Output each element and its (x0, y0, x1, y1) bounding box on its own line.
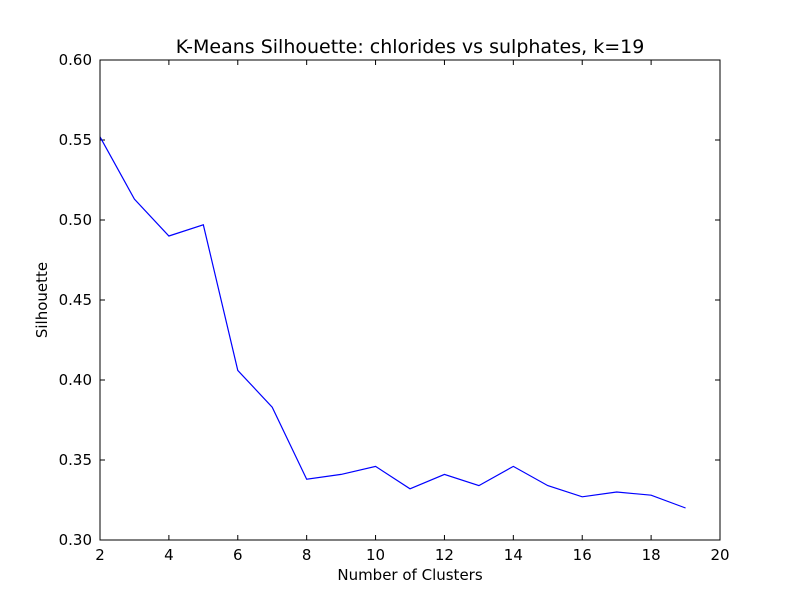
x-tick-label: 18 (642, 546, 661, 564)
y-tick-label: 0.30 (59, 531, 92, 549)
x-tick-label: 10 (366, 546, 385, 564)
x-tick-label: 4 (164, 546, 174, 564)
x-tick-label: 8 (302, 546, 312, 564)
x-tick-label: 20 (710, 546, 729, 564)
x-tick-label: 16 (573, 546, 592, 564)
y-tick-label: 0.40 (59, 371, 92, 389)
series-group (99, 136, 686, 509)
y-tick-label: 0.55 (59, 131, 92, 149)
x-tick-label: 12 (435, 546, 454, 564)
x-tick-label: 6 (233, 546, 243, 564)
plot-area (100, 60, 720, 540)
y-axis-label: Silhouette (33, 262, 51, 338)
tick-labels: 2 4 6 8 10 12 14 16 18 20 0.30 0.35 0.40 0.45 0.50 0.55… (59, 51, 730, 564)
axis-ticks (99, 59, 721, 541)
x-axis-label: Number of Clusters (337, 566, 482, 584)
x-tick-label: 2 (95, 546, 105, 564)
y-tick-label: 0.45 (59, 291, 92, 309)
y-tick-label: 0.60 (59, 51, 92, 69)
series-line (99, 136, 686, 509)
y-tick-label: 0.50 (59, 211, 92, 229)
plot-frame (99, 59, 721, 541)
x-tick-label: 14 (504, 546, 523, 564)
y-tick-label: 0.35 (59, 451, 92, 469)
chart-title: K-Means Silhouette: chlorides vs sulphat… (176, 36, 645, 58)
